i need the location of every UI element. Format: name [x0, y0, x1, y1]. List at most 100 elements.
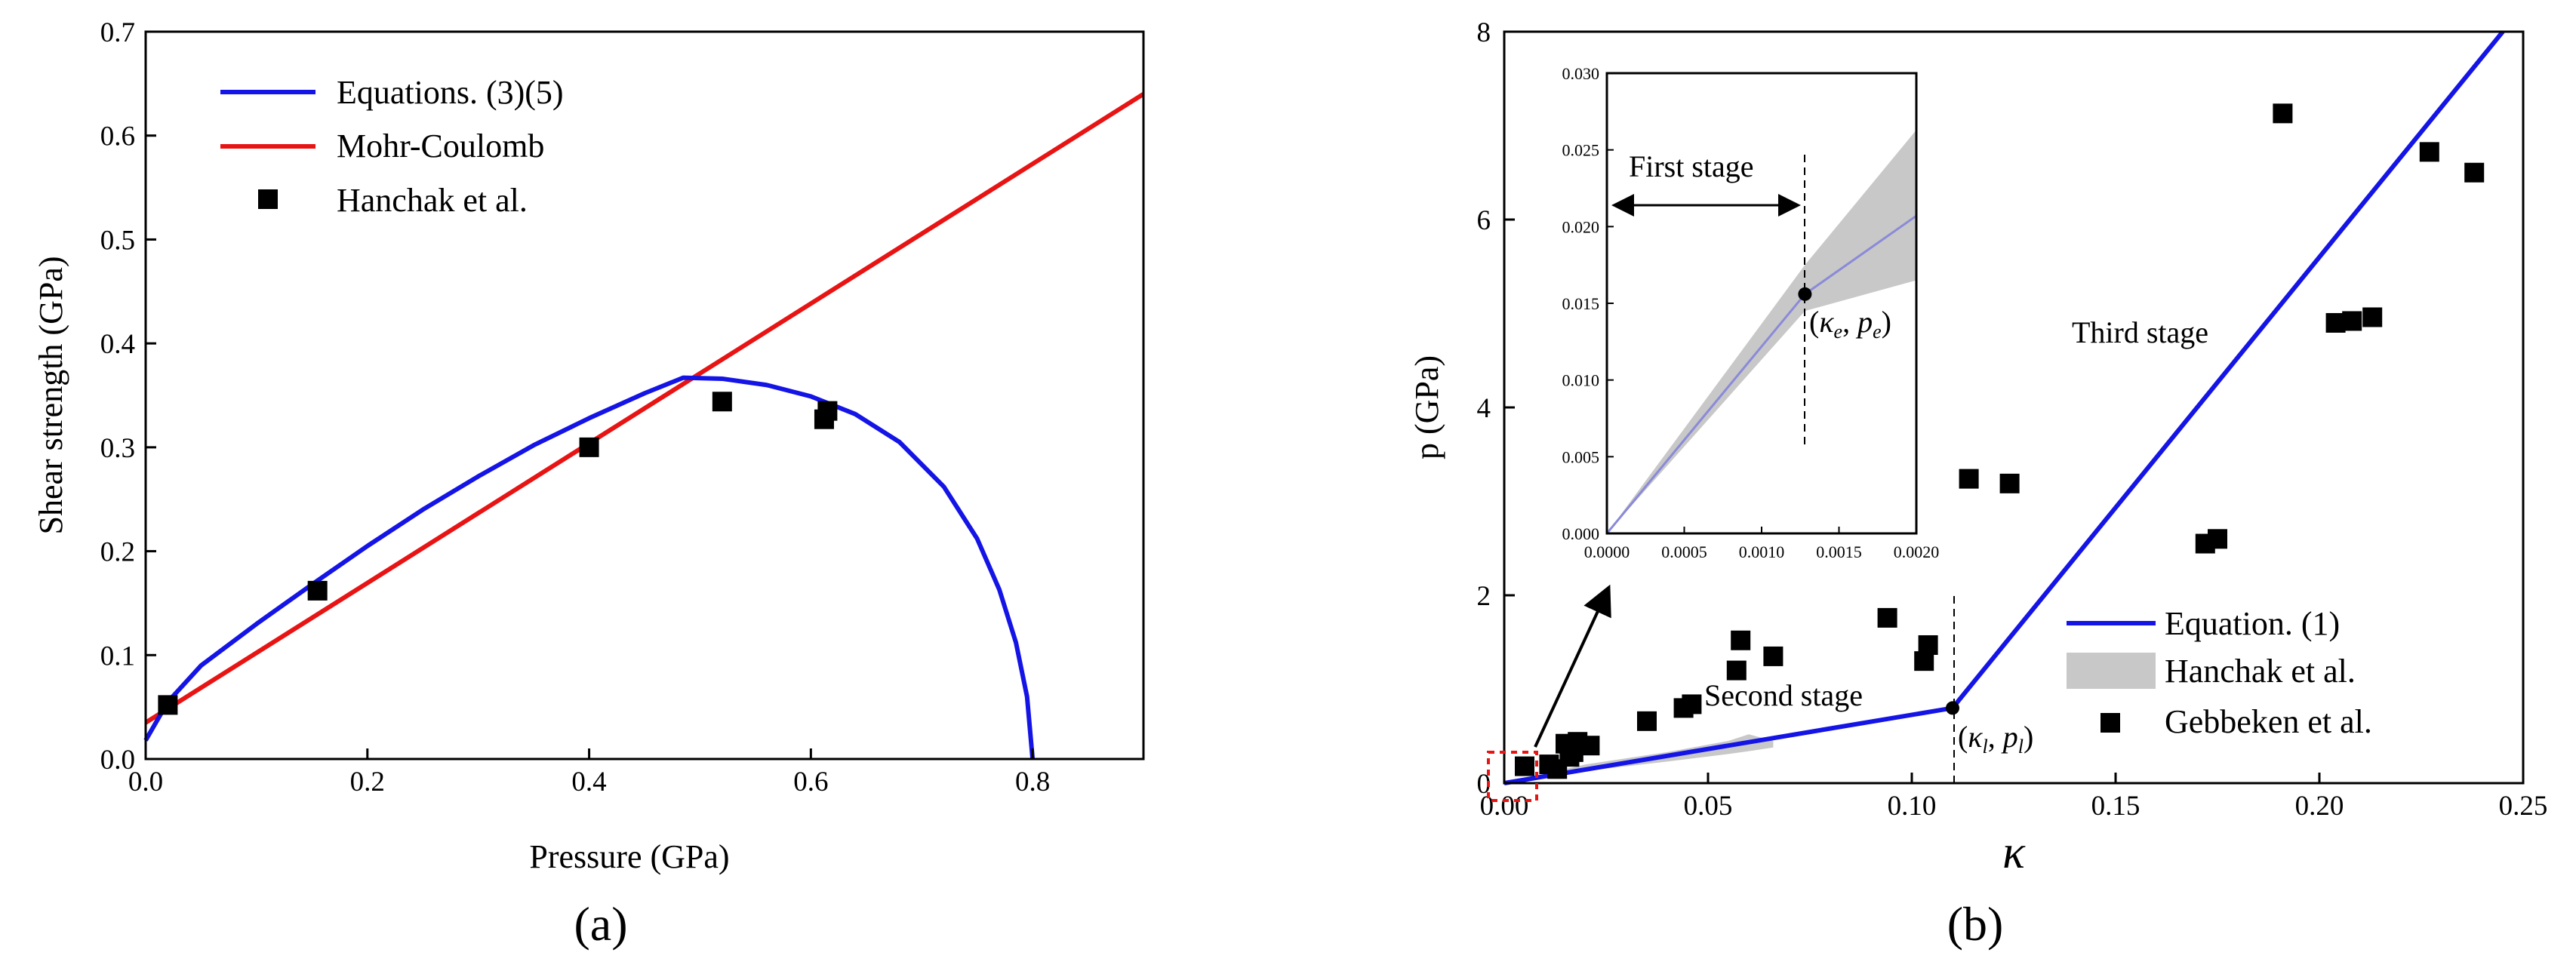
- a-xtick-label: 0.8: [1015, 767, 1050, 797]
- panel-b-plot-area: [1503, 30, 2505, 785]
- inset-hanchak-band: [1607, 130, 1916, 533]
- inset-ytick-label: 0.005: [1562, 447, 1600, 466]
- panel-a-ylabel: Shear strength (GPa): [32, 256, 69, 534]
- inset-xtick-label: 0.0010: [1739, 542, 1785, 561]
- inset-elastic-point: [1798, 287, 1812, 301]
- inset-frame: [1605, 72, 1918, 535]
- b-ytick-label: 8: [1477, 17, 1491, 48]
- hanchak-point: [307, 580, 328, 601]
- inset-ytick-label: 0.025: [1562, 141, 1600, 160]
- zoom-arrow: [1534, 584, 1611, 748]
- a-ytick-label: 0.0: [100, 745, 135, 776]
- gebbeken-point: [1580, 736, 1600, 756]
- inset-ytick-label: 0.000: [1562, 524, 1600, 543]
- zoom-region-marker: [1487, 751, 1538, 802]
- panel-a-label: (a): [574, 897, 627, 951]
- hanchak-point: [579, 437, 599, 457]
- panel-a-legend: Equations. (3)(5) Mohr-Coulomb Hanchak e…: [220, 74, 564, 219]
- legend-a-mohr-label: Mohr-Coulomb: [337, 128, 544, 164]
- panel-b-legend: Equation. (1) Hanchak et al. Gebbeken et…: [2067, 605, 2372, 740]
- legend-b-hanchak-label: Hanchak et al.: [2165, 653, 2356, 690]
- inset-background: [1607, 73, 1916, 533]
- panel-a: 0.0 0.2 0.4 0.6 0.80.00.10.20.30.40.50.60.7 …: [32, 17, 1145, 951]
- inset-ytick-label: 0.020: [1562, 217, 1600, 236]
- knee-point: [1946, 701, 1959, 715]
- panel-a-xlabel: Pressure (GPa): [529, 838, 729, 875]
- inset-xtick-label: 0.0015: [1816, 542, 1862, 561]
- legend-b-hanchak-swatch: [2067, 653, 2156, 689]
- inset-xtick-label: 0.0000: [1584, 542, 1630, 561]
- a-xtick-label: 0.4: [571, 767, 606, 797]
- third-stage-label: Third stage: [2072, 315, 2208, 349]
- a-xtick-label: 0.0: [128, 767, 163, 797]
- hanchak-point: [158, 695, 178, 715]
- legend-b-gebbeken-marker: [2101, 713, 2120, 733]
- b-ytick-label: 2: [1477, 581, 1491, 612]
- gebbeken-point: [1918, 635, 1938, 655]
- equations-3-5-curve: [143, 375, 1036, 760]
- inset-ytick-label: 0.030: [1562, 64, 1600, 83]
- b-xtick-label: 0.05: [1684, 791, 1733, 822]
- gebbeken-point: [2464, 162, 2485, 183]
- gebbeken-point: [1999, 473, 2020, 493]
- inset-ticks: 0.0000 0.0005 0.0010 0.0015 0.0020 0.000 0.005…: [1562, 64, 1940, 561]
- a-ytick-label: 0.2: [100, 537, 135, 568]
- inset-plot-area: [1607, 130, 1916, 533]
- panel-b-xlabel: κ: [2002, 827, 2026, 878]
- b-xtick-label: 0.20: [2295, 791, 2344, 822]
- panel-b-ylabel: p (GPa): [1408, 355, 1445, 459]
- panel-b-frame: [1503, 30, 2525, 785]
- b-ytick-label: 0: [1477, 769, 1491, 800]
- b-xtick-label: 0.10: [1888, 791, 1937, 822]
- gebbeken-point: [2362, 307, 2383, 327]
- a-ytick-label: 0.5: [100, 225, 135, 256]
- second-stage-label: Second stage: [1704, 678, 1863, 712]
- a-ytick-label: 0.1: [100, 641, 135, 671]
- gebbeken-point: [1637, 711, 1657, 731]
- a-xtick-label: 0.2: [350, 767, 385, 797]
- legend-a-hanchak-label: Hanchak et al.: [337, 182, 528, 219]
- a-xtick-label: 0.6: [793, 767, 828, 797]
- b-xtick-label: 0.25: [2499, 791, 2548, 822]
- elastic-point-label: (κe, pe): [1809, 305, 1891, 343]
- legend-a-hanchak-marker: [258, 189, 278, 209]
- first-stage-label: First stage: [1629, 149, 1754, 183]
- gebbeken-point: [2273, 103, 2293, 124]
- b-ytick-label: 6: [1477, 205, 1491, 236]
- knee-point-label: (κl, pl): [1958, 720, 2033, 757]
- panel-a-ticks: 0.0 0.2 0.4 0.6 0.8 0.0 0.1 0.2 0.3 0.4 0.5 0.6 0.7: [100, 17, 1050, 797]
- inset-ytick-label: 0.010: [1562, 371, 1600, 390]
- gebbeken-point: [1731, 630, 1751, 650]
- inset-xtick-label: 0.0005: [1661, 542, 1707, 561]
- legend-a-equations-label: Equations. (3)(5): [337, 74, 564, 111]
- a-ytick-label: 0.4: [100, 329, 135, 360]
- inset: 0.0000 0.0005 0.0010 0.0015 0.0020 0.000 0.005…: [1562, 64, 1940, 561]
- panel-b-label: (b): [1947, 897, 2004, 951]
- panel-a-plot-area: [143, 92, 1145, 760]
- gebbeken-point: [1682, 694, 1702, 714]
- gebbeken-point: [2419, 142, 2439, 162]
- gebbeken-point: [1877, 607, 1897, 628]
- gebbeken-point: [1959, 469, 1979, 489]
- gebbeken-point: [1515, 756, 1534, 776]
- legend-b-gebbeken-label: Gebbeken et al.: [2165, 703, 2372, 740]
- hanchak-point: [817, 401, 838, 421]
- inset-xtick-label: 0.0020: [1894, 542, 1940, 561]
- gebbeken-point: [2208, 529, 2227, 549]
- hanchak-point: [712, 392, 732, 412]
- gebbeken-point: [2342, 311, 2362, 331]
- gebbeken-point: [1763, 646, 1784, 666]
- gebbeken-point: [1726, 660, 1747, 681]
- panel-a-frame: [144, 30, 1145, 761]
- b-ytick-label: 4: [1477, 393, 1491, 424]
- a-ytick-label: 0.7: [100, 17, 135, 48]
- legend-b-equation-label: Equation. (1): [2165, 605, 2340, 642]
- a-ytick-label: 0.6: [100, 121, 135, 152]
- inset-ytick-label: 0.015: [1562, 294, 1600, 313]
- b-xtick-label: 0.15: [2091, 791, 2141, 822]
- a-ytick-label: 0.3: [100, 433, 135, 464]
- mohr-coulomb-line: [144, 92, 1145, 725]
